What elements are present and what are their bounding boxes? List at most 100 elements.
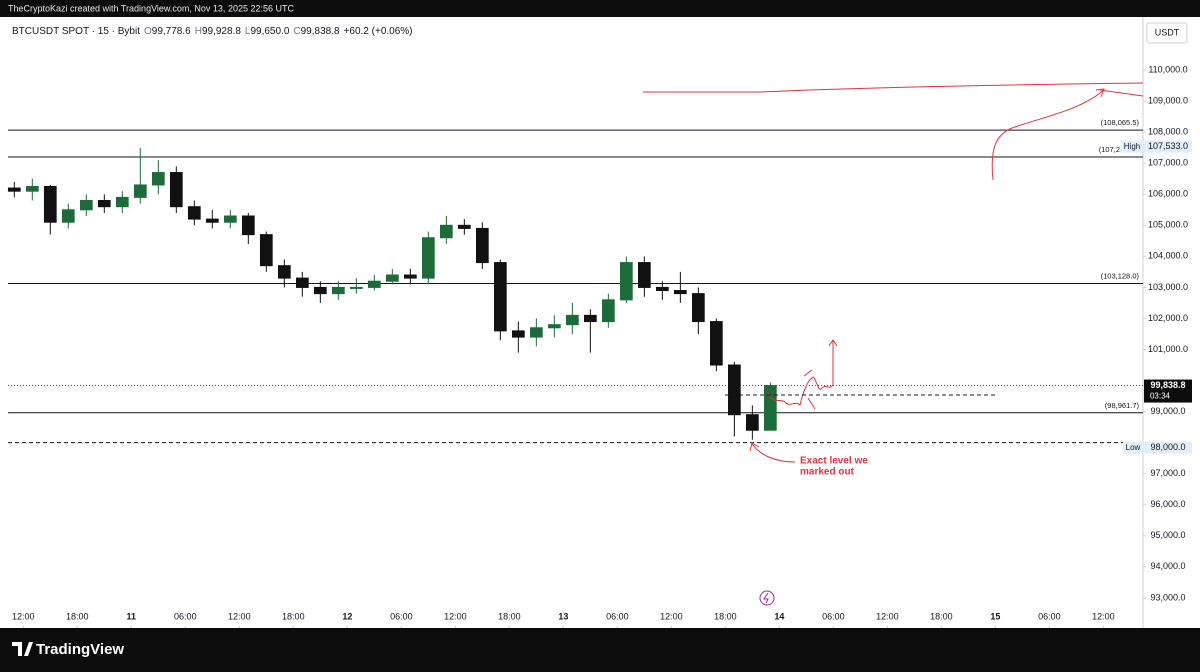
low-price-label: 98,000.0 (1150, 442, 1185, 452)
plot (7, 129, 1143, 444)
y-tick-label: 97,000.0 (1150, 468, 1185, 478)
candle-body (25, 186, 39, 192)
x-tick-label: 12:00 (444, 611, 467, 621)
level-label: (103,128.0) (1101, 271, 1140, 280)
candle-body (79, 199, 93, 211)
candle-body (674, 290, 687, 295)
legend-header: BTCUSDT SPOT · 15 · Bybit O99,778.6 H99,92… (12, 26, 413, 37)
drawn-arrow (751, 443, 796, 463)
candle-body (43, 186, 57, 223)
candle-body (710, 321, 723, 366)
candle-body (602, 299, 615, 323)
y-tick-label: 109,000.0 (1148, 96, 1188, 106)
candle-body (277, 265, 291, 279)
candle-body (620, 262, 633, 301)
candle-body (475, 227, 489, 264)
candle-body (97, 199, 111, 208)
x-tick-label: 18:00 (66, 611, 89, 621)
ohlc-label: L (245, 26, 251, 37)
ohlc-value: 99,778.6 (152, 26, 191, 37)
low-tag-label: Low (1126, 443, 1141, 452)
high-tag (1121, 140, 1143, 153)
candle-body (692, 293, 705, 323)
bottom-bar (0, 628, 1200, 672)
candle-body (7, 187, 21, 192)
candle-body (295, 277, 309, 288)
low-price-box (1144, 441, 1192, 454)
candle-body (205, 218, 219, 223)
arrow-head (749, 442, 760, 452)
event-icon-bolt (763, 592, 769, 604)
candle-body (367, 280, 381, 288)
x-tick-label: 06:00 (174, 611, 197, 621)
x-tick-label: 15 (990, 611, 1000, 621)
candle-body (746, 414, 759, 431)
drawn-path (803, 369, 816, 410)
candle-body (421, 237, 435, 279)
candle-body (115, 196, 129, 208)
drawn-line (1099, 89, 1144, 97)
candle-body (313, 286, 327, 295)
ohlc-label: C (293, 26, 300, 37)
x-tick-label: 18:00 (714, 611, 737, 621)
ohlc-label: H (195, 26, 202, 37)
candle-body (565, 314, 579, 326)
candle-body (584, 314, 597, 323)
x-tick-label: 14 (774, 611, 784, 621)
last-price-box (1144, 379, 1192, 403)
top-bar (0, 0, 1200, 17)
candle-body (493, 262, 507, 332)
brand: TradingView (36, 641, 124, 658)
candle-body (241, 215, 255, 236)
ohlc-value: 99,838.8 (301, 26, 340, 37)
x-tick-label: 12:00 (1092, 611, 1115, 621)
y-tick-label: 106,000.0 (1148, 189, 1188, 199)
candle-body (151, 172, 165, 186)
event-icon[interactable] (759, 590, 775, 606)
y-tick-label: 95,000.0 (1150, 530, 1185, 540)
y-tick-label: 108,000.0 (1148, 127, 1188, 137)
credit: TheCryptoKazi created with TradingView.c… (8, 3, 294, 13)
y-tick-label: 96,000.0 (1150, 499, 1185, 509)
symbol: BTCUSDT SPOT · 15 · Bybit O99,778.6 H99,92… (12, 26, 413, 37)
x-tick-label: 12:00 (228, 611, 251, 621)
candle-body (439, 224, 453, 239)
arrow-head (1095, 88, 1105, 98)
x-tick-label: 13 (558, 611, 568, 621)
x-tick-label: 11 (127, 611, 137, 621)
candle-body (403, 274, 417, 279)
candle-body (656, 286, 669, 292)
annotation: marked out (800, 467, 855, 478)
candle-body (511, 330, 525, 338)
candle-body (169, 172, 183, 208)
candle-body (764, 385, 777, 431)
x-tick-label: 18:00 (930, 611, 953, 621)
candle-body (529, 327, 543, 338)
drawn-line (643, 82, 1144, 93)
y-tick-label: 104,000.0 (1148, 251, 1188, 261)
logo-icon (12, 642, 33, 656)
candle-body (259, 234, 273, 267)
x-tick-label: 06:00 (390, 611, 413, 621)
y-tick-label: 94,000.0 (1150, 561, 1185, 571)
last-price-label: 99,838.8 (1150, 380, 1185, 390)
candle-body (728, 364, 741, 416)
candle-body (133, 184, 147, 198)
x-tick-label: 18:00 (282, 611, 305, 621)
candle-body (331, 286, 345, 295)
x-tick-label: 06:00 (1038, 611, 1061, 621)
high-price-box (1144, 140, 1192, 153)
candle-body (385, 274, 399, 282)
ohlc-value: 99,650.0 (250, 26, 289, 37)
y-tick-label: 105,000.0 (1148, 220, 1188, 230)
candle-body (187, 206, 201, 220)
drawings (643, 82, 1144, 463)
level-label: (107,2 (1099, 145, 1120, 154)
ohlc-value: 99,928.8 (202, 26, 241, 37)
currency: USDT (1155, 27, 1180, 37)
candle-body (223, 215, 237, 223)
y-tick-label: 99,000.0 (1150, 406, 1185, 416)
candle-body (638, 262, 651, 288)
